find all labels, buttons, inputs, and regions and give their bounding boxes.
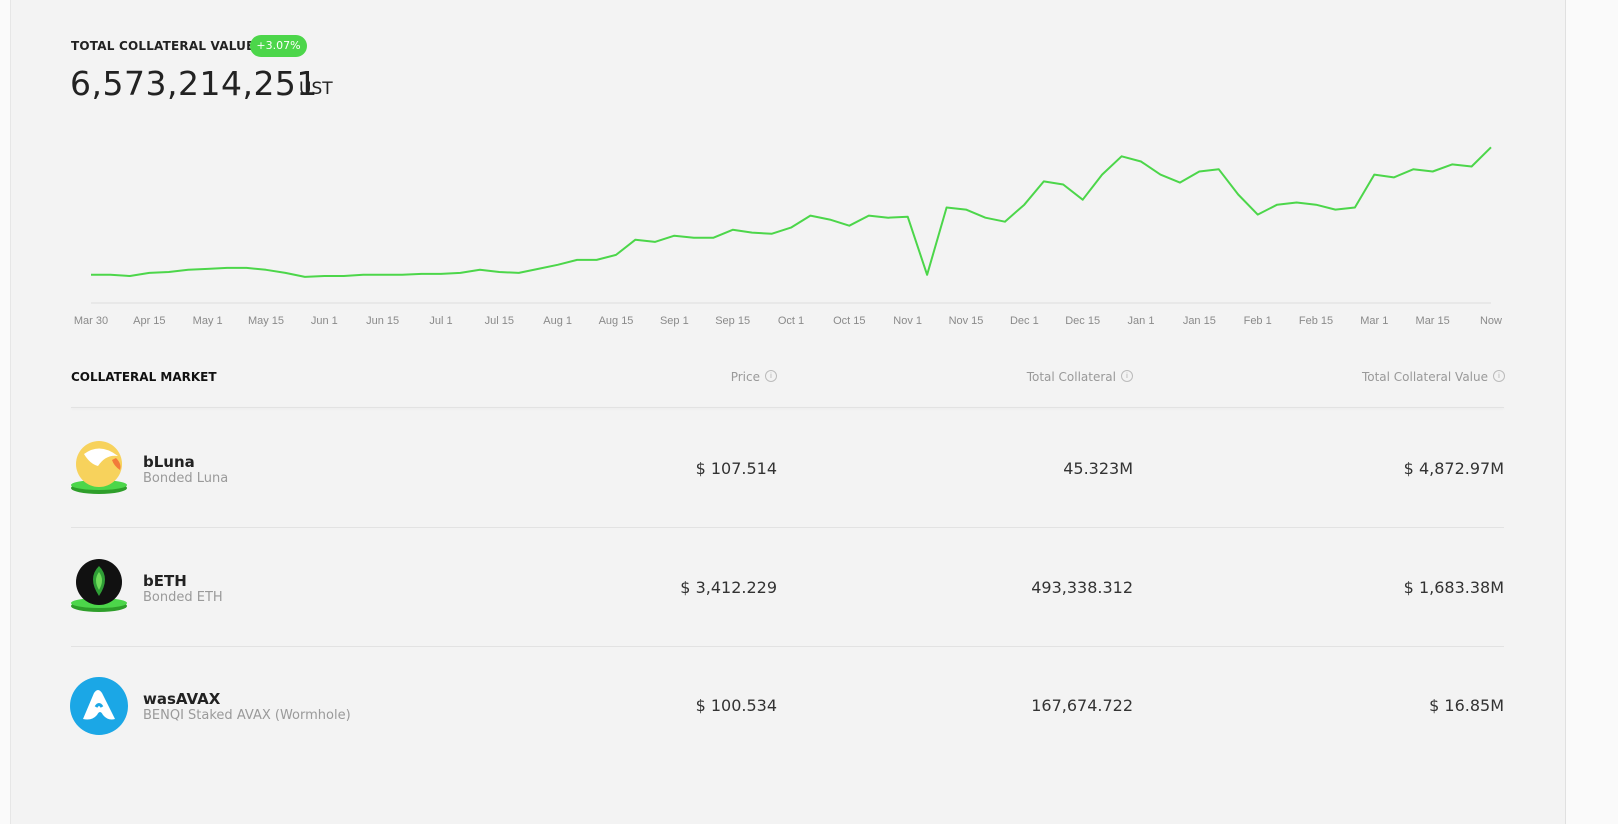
cell-value: $ 107.514 xyxy=(695,459,777,478)
cell-value: $ 4,872.97M xyxy=(1403,459,1504,478)
column-header: COLLATERAL MARKET xyxy=(71,370,217,384)
section-title: TOTAL COLLATERAL VALUE xyxy=(71,39,255,53)
bluna-icon xyxy=(71,441,127,494)
cell-value: 167,674.722 xyxy=(1031,696,1133,715)
cell-value: 45.323M xyxy=(1063,459,1133,478)
side-strip xyxy=(1565,0,1618,824)
x-tick-label: Mar 30 xyxy=(74,315,108,327)
x-tick-label: May 1 xyxy=(193,315,223,327)
asset-name: Bonded ETH xyxy=(143,589,223,605)
x-tick-label: Aug 1 xyxy=(543,315,572,327)
x-tick-label: Aug 15 xyxy=(599,315,634,327)
x-tick-label: Feb 15 xyxy=(1299,315,1333,327)
x-tick-label: Oct 15 xyxy=(833,315,865,327)
x-tick-label: Jun 15 xyxy=(366,315,399,327)
divider xyxy=(71,527,1504,528)
column-header: Price xyxy=(730,370,760,384)
x-tick-label: Mar 1 xyxy=(1360,315,1388,327)
divider xyxy=(71,407,1504,408)
side-strip xyxy=(0,0,11,824)
cell-value: 493,338.312 xyxy=(1031,577,1133,597)
unit: UST xyxy=(299,79,333,99)
cell-value: $ 16.85M xyxy=(1429,696,1504,715)
info-icon: i xyxy=(1493,370,1505,382)
beth-icon xyxy=(71,559,127,612)
asset-name: Bonded Luna xyxy=(143,471,229,486)
x-tick-label: Nov 15 xyxy=(949,315,984,327)
wasavax-icon xyxy=(70,677,128,735)
asset-symbol: bETH xyxy=(143,571,187,590)
total-value: 6,573,214,251 xyxy=(70,64,318,103)
x-tick-label: Sep 15 xyxy=(715,315,750,327)
asset-name: BENQI Staked AVAX (Wormhole) xyxy=(143,708,351,723)
cell-value: $ 1,683.38M xyxy=(1403,577,1504,597)
info-icon: i xyxy=(765,370,777,382)
collateral-line xyxy=(91,146,1492,278)
asset-symbol: bLuna xyxy=(143,453,195,471)
asset-symbol: wasAVAX xyxy=(143,690,221,708)
x-tick-label: Dec 1 xyxy=(1010,315,1039,327)
x-tick-label: May 15 xyxy=(248,315,284,327)
info-icon: i xyxy=(1121,370,1133,382)
change-badge: +3.07% xyxy=(250,35,307,57)
x-tick-label: Now xyxy=(1480,315,1502,327)
column-header: Total Collateral xyxy=(1026,370,1116,384)
column-header: Total Collateral Value xyxy=(1361,370,1488,384)
x-tick-label: Jul 1 xyxy=(429,315,452,327)
x-tick-label: Jun 1 xyxy=(311,315,338,327)
x-tick-label: Jan 1 xyxy=(1128,315,1155,327)
cell-value: $ 3,412.229 xyxy=(680,577,777,597)
divider xyxy=(71,646,1504,647)
chart: Mar 30 Apr 15 May 1 May 15 Jun 1 Jun 15 Jul 1 J… xyxy=(74,146,1502,327)
x-tick-label: Apr 15 xyxy=(133,315,165,327)
x-tick-label: Jan 15 xyxy=(1183,315,1216,327)
x-tick-label: Mar 15 xyxy=(1416,315,1450,327)
x-tick-label: Oct 1 xyxy=(778,315,804,327)
x-tick-label: Sep 1 xyxy=(660,315,689,327)
x-tick-label: Nov 1 xyxy=(893,315,922,327)
x-tick-label: Dec 15 xyxy=(1065,315,1100,327)
cell-value: $ 100.534 xyxy=(695,696,777,715)
x-tick-label: Jul 15 xyxy=(485,315,514,327)
x-tick-label: Feb 1 xyxy=(1244,315,1272,327)
